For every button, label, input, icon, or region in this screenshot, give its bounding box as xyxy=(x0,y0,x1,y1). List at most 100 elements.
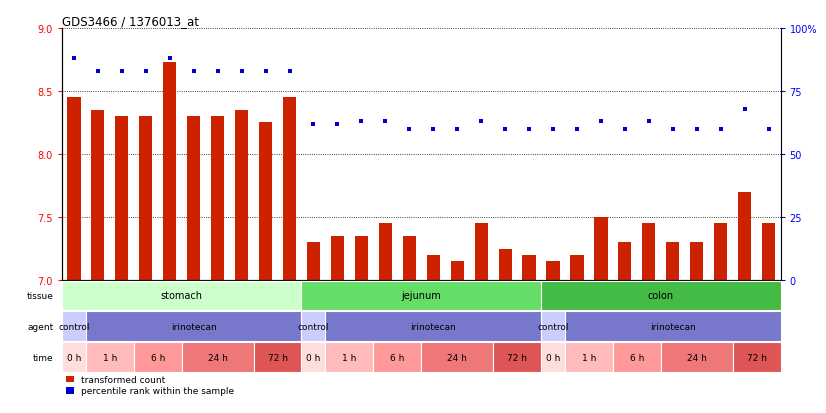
Text: 0 h: 0 h xyxy=(67,353,81,362)
Bar xyxy=(331,236,344,280)
Text: GDS3466 / 1376013_at: GDS3466 / 1376013_at xyxy=(62,15,199,28)
Text: 6 h: 6 h xyxy=(390,353,405,362)
Point xyxy=(67,56,81,62)
Bar xyxy=(613,342,661,372)
Point xyxy=(355,119,368,125)
Text: 1 h: 1 h xyxy=(582,353,596,362)
Text: 72 h: 72 h xyxy=(268,353,287,362)
Text: 1 h: 1 h xyxy=(102,353,117,362)
Bar xyxy=(140,117,152,280)
Point xyxy=(330,121,344,128)
Text: irinotecan: irinotecan xyxy=(650,322,695,331)
Bar xyxy=(565,312,781,341)
Bar xyxy=(547,261,559,280)
Bar xyxy=(325,312,541,341)
Bar xyxy=(762,224,775,280)
Bar xyxy=(619,242,631,280)
Bar xyxy=(355,236,368,280)
Bar xyxy=(571,255,583,280)
Bar xyxy=(451,261,463,280)
Text: stomach: stomach xyxy=(161,291,202,301)
Text: 72 h: 72 h xyxy=(507,353,527,362)
Point xyxy=(91,69,104,75)
Point xyxy=(474,119,487,125)
Bar xyxy=(667,242,679,280)
Point xyxy=(666,126,679,133)
Point xyxy=(211,69,225,75)
Point xyxy=(259,69,272,75)
Point xyxy=(714,126,727,133)
Bar xyxy=(254,342,301,372)
Text: 1 h: 1 h xyxy=(342,353,357,362)
Bar xyxy=(661,342,733,372)
Point xyxy=(691,126,704,133)
Bar xyxy=(691,242,703,280)
Bar xyxy=(643,224,655,280)
Text: 6 h: 6 h xyxy=(150,353,165,362)
Bar xyxy=(541,342,565,372)
Bar xyxy=(565,342,613,372)
Bar xyxy=(259,123,272,280)
Point xyxy=(282,69,296,75)
Bar xyxy=(738,192,751,280)
Bar xyxy=(116,117,128,280)
Text: 0 h: 0 h xyxy=(306,353,320,362)
Point xyxy=(307,121,320,128)
Point xyxy=(115,69,129,75)
Bar xyxy=(86,342,134,372)
Point xyxy=(618,126,631,133)
Text: control: control xyxy=(297,322,330,331)
Point xyxy=(450,126,463,133)
Bar xyxy=(301,312,325,341)
Text: 24 h: 24 h xyxy=(207,353,228,362)
Bar xyxy=(188,117,200,280)
Bar xyxy=(62,312,86,341)
Bar xyxy=(301,342,325,372)
Text: 0 h: 0 h xyxy=(546,353,560,362)
Text: 72 h: 72 h xyxy=(747,353,767,362)
Text: irinotecan: irinotecan xyxy=(171,322,216,331)
Bar xyxy=(475,224,487,280)
Point xyxy=(595,119,608,125)
Text: 6 h: 6 h xyxy=(629,353,644,362)
Bar xyxy=(164,63,176,280)
Point xyxy=(402,126,415,133)
Point xyxy=(139,69,152,75)
Bar xyxy=(235,111,248,280)
Point xyxy=(378,119,392,125)
Point xyxy=(235,69,248,75)
Bar xyxy=(541,281,781,311)
Text: 24 h: 24 h xyxy=(686,353,707,362)
Text: irinotecan: irinotecan xyxy=(411,322,456,331)
Bar xyxy=(595,218,607,280)
Text: jejunum: jejunum xyxy=(401,291,441,301)
Bar xyxy=(86,312,301,341)
Bar xyxy=(373,342,421,372)
Text: 24 h: 24 h xyxy=(447,353,468,362)
Bar xyxy=(68,98,80,280)
Bar xyxy=(62,342,86,372)
Point xyxy=(426,126,439,133)
Bar xyxy=(493,342,541,372)
Text: agent: agent xyxy=(27,322,54,331)
Point xyxy=(643,119,656,125)
Point xyxy=(187,69,200,75)
Bar xyxy=(182,342,254,372)
Point xyxy=(522,126,535,133)
Point xyxy=(164,56,177,62)
Text: tissue: tissue xyxy=(26,291,54,300)
Bar xyxy=(92,111,104,280)
Point xyxy=(570,126,583,133)
Text: time: time xyxy=(33,353,54,362)
Text: colon: colon xyxy=(648,291,674,301)
Text: control: control xyxy=(537,322,569,331)
Legend: transformed count, percentile rank within the sample: transformed count, percentile rank withi… xyxy=(66,375,234,395)
Point xyxy=(498,126,511,133)
Bar xyxy=(325,342,373,372)
Bar xyxy=(62,281,301,311)
Bar xyxy=(301,281,541,311)
Bar xyxy=(307,242,320,280)
Bar xyxy=(523,255,535,280)
Bar xyxy=(714,224,727,280)
Bar xyxy=(283,98,296,280)
